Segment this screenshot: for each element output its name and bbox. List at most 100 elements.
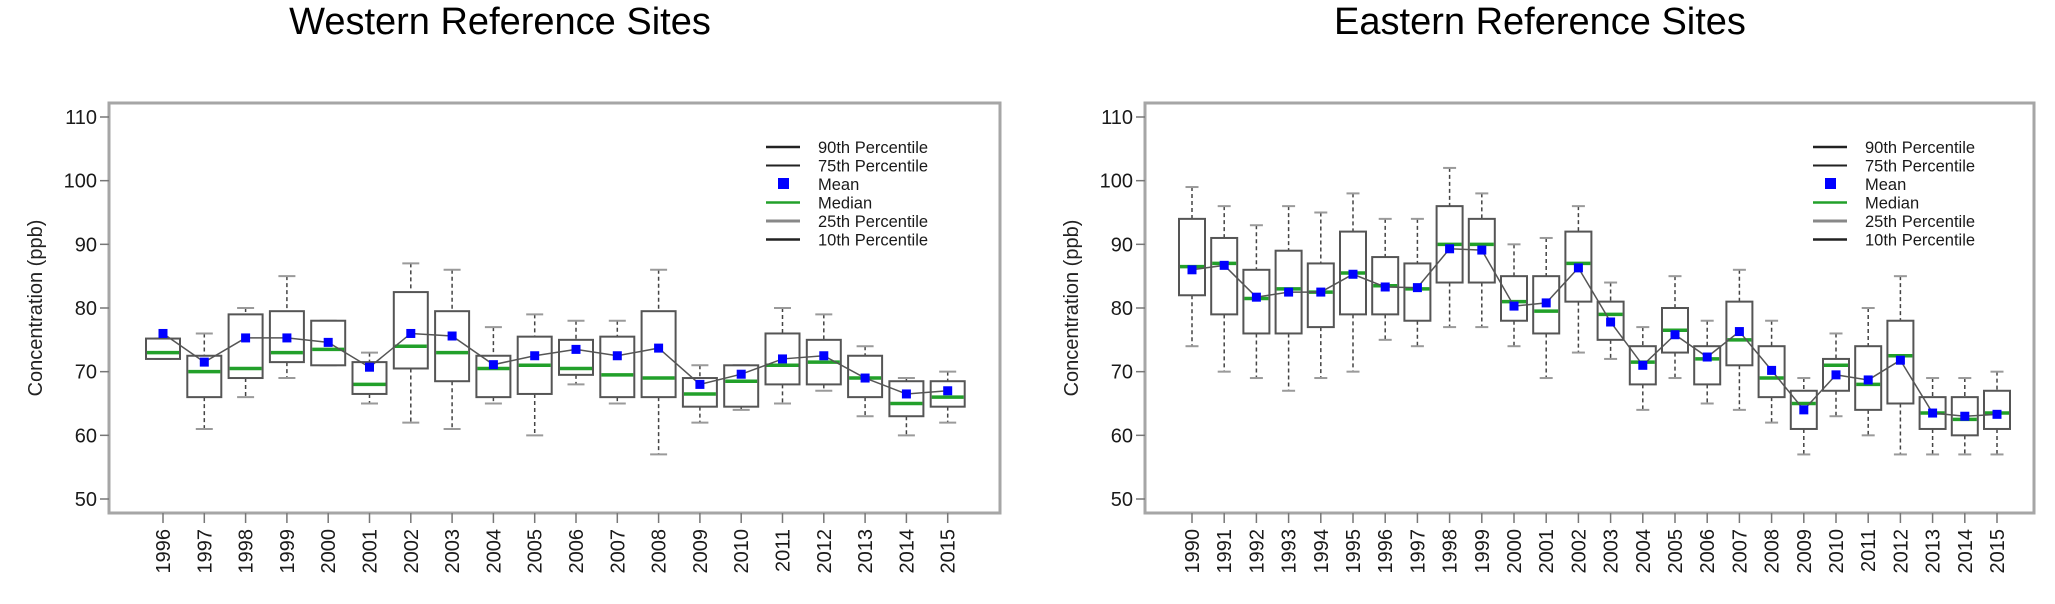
x-tick-label: 2000 [318,529,340,574]
x-tick-label: 2007 [1729,529,1751,574]
x-tick-label: 2007 [607,529,629,574]
box-2011 [1854,307,1883,437]
mean-marker [530,351,540,361]
x-tick-label: 1999 [277,529,299,574]
box-2006 [558,319,594,386]
x-tick-label: 1998 [236,529,258,574]
y-tick-label: 80 [75,298,97,320]
y-tick-label: 110 [65,107,97,129]
mean-marker [447,331,457,341]
box-2001 [1532,236,1561,380]
box-2005 [1661,275,1689,380]
y-tick-label: 90 [1111,234,1133,256]
x-tick-label: 2001 [360,529,382,574]
mean-marker [1412,283,1422,293]
x-tick-label: 1994 [1311,529,1333,574]
legend-label: Mean [818,176,859,194]
legend-label: 75th Percentile [818,158,928,176]
box-1997 [1403,217,1432,348]
iqr-box [1789,389,1818,430]
mean-marker [901,389,911,399]
eastern-chart: Eastern Reference Sites Concentration (p… [1030,0,2055,604]
box-1995 [1339,192,1367,373]
iqr-box [1886,319,1915,405]
legend-label: 25th Percentile [818,213,928,231]
mean-marker [819,351,829,361]
box-1998 [1435,166,1464,329]
x-tick-label: 2003 [1601,529,1623,574]
western-chart-svg: Western Reference Sites Concentration (p… [25,1,1002,574]
mean-marker [488,360,498,370]
x-tick-label: 2013 [1923,529,1945,574]
box-2012 [1886,275,1915,456]
x-tick-label: 2005 [525,529,547,574]
mean-marker [1863,375,1873,385]
iqr-box [1693,345,1722,386]
box-2007 [599,319,636,405]
mean-marker [943,386,953,396]
mean-marker [1960,411,1970,421]
legend-label: 75th Percentile [1865,158,1975,176]
box-1990 [1178,186,1206,348]
x-tick-label: 2011 [1858,529,1880,572]
x-tick-label: 2006 [566,529,588,574]
x-tick-label: 2001 [1536,529,1558,574]
iqr-box [640,310,677,399]
mean-marker [406,328,416,338]
legend-label: 10th Percentile [818,232,928,250]
x-tick-label: 2013 [855,529,877,574]
legend-swatch-mean [778,178,789,189]
western-chart: Western Reference Sites Concentration (p… [25,1,1002,574]
mean-marker [1348,269,1358,279]
box-2003 [434,268,471,430]
x-tick-label: 2008 [1762,529,1784,574]
x-tick-label: 2012 [1890,529,1912,574]
x-tick-label: 1992 [1246,529,1268,574]
mean-marker [695,379,705,389]
x-tick-label: 2003 [442,529,464,574]
mean-trend-line [162,332,948,395]
mean-marker [282,333,292,343]
mean-marker [1477,245,1487,255]
legend-label: Median [1865,195,1919,213]
chart-title: Western Reference Sites [289,1,711,43]
x-tick-label: 2010 [1826,529,1848,574]
x-tick-label: 2014 [1955,529,1977,574]
x-tick-label: 2004 [483,529,505,574]
mean-marker [1928,408,1938,418]
mean-marker [1541,298,1551,308]
chart-title: Eastern Reference Sites [1334,1,1746,43]
box-1999 [1467,192,1496,329]
legend-label: 25th Percentile [1865,213,1975,231]
box-2014 [888,377,925,437]
mean-marker [1316,287,1326,297]
y-axis-label: Concentration (ppb) [25,220,47,397]
box-1991 [1210,205,1239,373]
x-tick-label: 2008 [649,529,671,574]
mean-marker [241,333,251,343]
mean-marker [1831,370,1841,380]
x-tick-label: 1997 [1407,529,1429,574]
mean-marker [736,369,746,379]
x-tick-label: 2005 [1665,529,1687,574]
y-tick-label: 50 [75,489,97,511]
y-tick-label: 110 [1101,107,1133,129]
mean-marker [1509,301,1519,311]
legend-label: Mean [1865,176,1906,194]
mean-marker [1573,263,1583,273]
y-tick-label: 50 [1111,489,1133,511]
box-2006 [1693,319,1722,405]
x-tick-label: 1997 [194,529,216,574]
x-tick-label: 2000 [1504,529,1526,574]
x-tick-label: 2009 [690,529,712,574]
mean-marker [1992,409,2002,419]
x-tick-label: 2004 [1633,529,1655,574]
mean-marker [1638,360,1648,370]
legend-swatch-mean [1825,178,1836,189]
mean-trend-line [1191,248,1998,417]
mean-marker [1219,260,1229,270]
box-2009 [1789,377,1818,456]
eastern-chart-svg: Eastern Reference Sites Concentration (p… [1061,1,2036,574]
